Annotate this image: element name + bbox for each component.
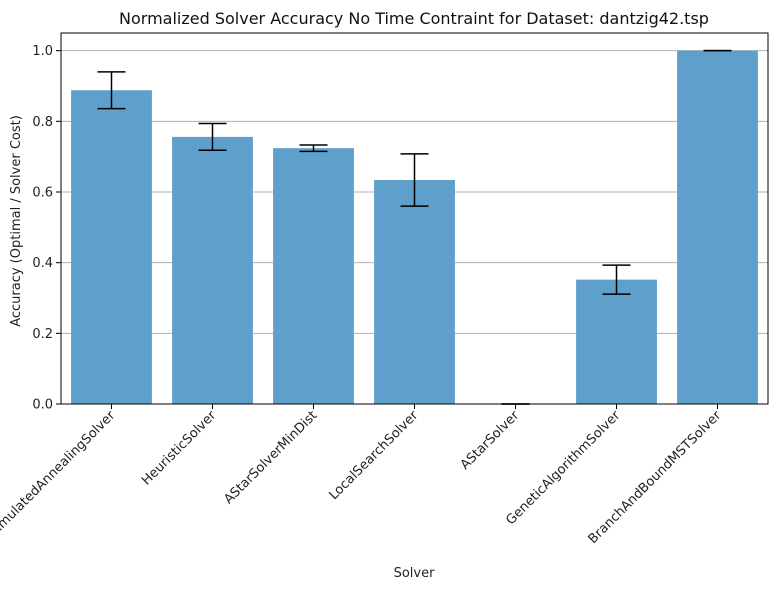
x-axis-ticks: SimulatedAnnealingSolver HeuristicSolver A… [0, 404, 725, 547]
x-tick-label: SimulatedAnnealingSolver [0, 408, 119, 540]
x-tick-label: GeneticAlgorithmSolver [503, 408, 623, 528]
y-axis-ticks: 0.0 0.2 0.4 0.6 0.8 1.0 [32, 44, 61, 413]
y-tick-label: 0.4 [32, 256, 53, 271]
x-tick-label: HeuristicSolver [139, 408, 220, 489]
error-bars [97, 49, 732, 405]
bar [576, 279, 657, 404]
x-tick-label: AStarSolverMinDist [221, 408, 320, 507]
y-tick-label: 0.2 [32, 327, 53, 342]
y-tick-label: 0.8 [32, 115, 53, 130]
chart-title: Normalized Solver Accuracy No Time Contr… [119, 9, 709, 28]
y-tick-label: 0.6 [32, 186, 53, 201]
y-axis-title: Accuracy (Optimal / Solver Cost) [9, 115, 24, 327]
x-axis-title: Solver [394, 566, 436, 581]
bar [71, 90, 152, 405]
x-tick-label: LocalSearchSolver [326, 408, 421, 503]
x-tick-label: AStarSolver [458, 408, 523, 473]
bar [374, 179, 455, 404]
y-tick-label: 0.0 [32, 398, 53, 413]
y-tick-label: 1.0 [32, 44, 53, 59]
bar [273, 148, 354, 404]
bar [677, 50, 758, 405]
bar [172, 136, 253, 404]
bars [71, 50, 758, 405]
